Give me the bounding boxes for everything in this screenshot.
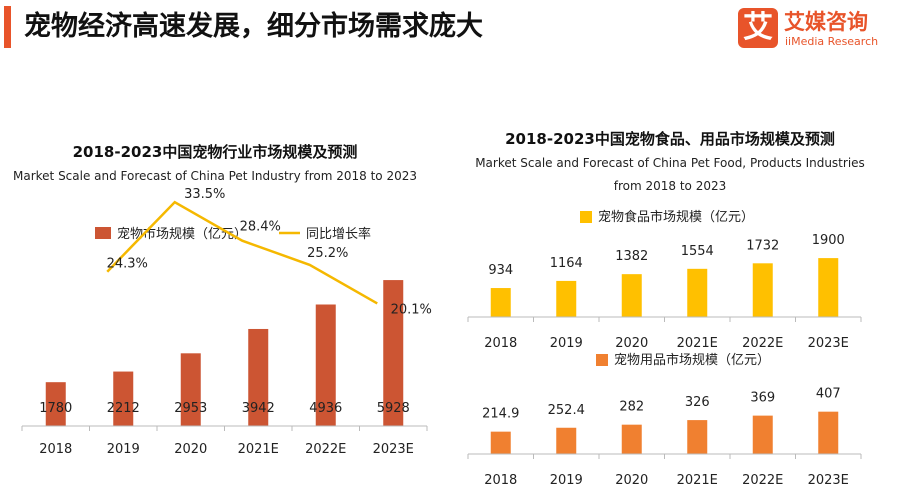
bar-products-4 [752,415,773,454]
logo-name-cn: 艾媒咨询 [784,10,868,34]
bar-market-scale-1 [113,371,134,426]
x-tick-label-food: 2023E [808,336,849,351]
line-value-label: 33.5% [184,187,225,202]
legend-label-growth-rate: 同比增长率 [306,226,371,242]
legend-swatch-products [596,354,608,366]
line-value-label: 28.4% [240,220,281,235]
x-tick-label: 2021E [238,442,279,457]
legend-label-food: 宠物食品市场规模（亿元） [598,209,754,225]
bar-food-3 [687,268,708,317]
bar-food-5 [818,258,839,317]
bar-market-scale-0 [45,382,66,426]
bar-products-3 [687,420,708,454]
x-tick-label-products: 2020 [615,473,648,488]
bar-value-label-products: 282 [619,400,644,415]
title-accent-bar [4,6,11,48]
bar-value-label-products: 252.4 [548,403,585,418]
x-tick-label-food: 2021E [677,336,718,351]
x-tick-label-products: 2022E [742,473,783,488]
line-value-label: 24.3% [107,257,148,272]
brand-logo: 艾 艾媒咨询 iiMedia Research [738,6,898,56]
legend-label-products: 宠物用品市场规模（亿元） [614,352,770,368]
x-tick-label: 2022E [305,442,346,457]
bar-value-label: 2212 [107,401,140,416]
bar-value-label-products: 369 [750,391,775,406]
x-tick-label-food: 2019 [550,336,583,351]
x-tick-label-food: 2020 [615,336,648,351]
x-tick-label-products: 2019 [550,473,583,488]
x-tick-label: 2019 [107,442,140,457]
line-value-label: 20.1% [391,302,432,317]
bar-value-label-products: 214.9 [482,407,519,422]
bar-products-1 [556,427,577,454]
bar-value-label-products: 326 [685,395,710,410]
x-tick-label: 2018 [39,442,72,457]
bar-food-2 [621,274,642,317]
right-chart-title: 2018-2023中国宠物食品、用品市场规模及预测 [505,130,835,148]
x-tick-label: 2020 [174,442,207,457]
logo-mark-icon: 艾 [738,8,778,48]
bar-market-scale-2 [180,353,201,426]
x-tick-label-products: 2021E [677,473,718,488]
right-chart-subtitle-2: from 2018 to 2023 [613,179,727,193]
left-chart-title: 2018-2023中国宠物行业市场规模及预测 [72,143,358,161]
bar-value-label-food: 1732 [746,238,779,253]
x-tick-label-food: 2022E [742,336,783,351]
series-line-growth-rate [106,200,378,305]
bar-market-scale-5 [383,280,404,426]
left-chart-subtitle: Market Scale and Forecast of China Pet I… [13,169,417,183]
bar-food-0 [490,288,511,317]
right-chart-subtitle: Market Scale and Forecast of China Pet F… [475,156,865,170]
bar-value-label: 1780 [39,401,72,416]
bar-value-label: 2953 [174,401,207,416]
x-tick-label-products: 2018 [484,473,517,488]
bar-value-label-food: 1382 [615,249,648,264]
legend-swatch-food [580,211,592,223]
bar-products-5 [818,411,839,454]
logo-name-en: iiMedia Research [785,35,879,48]
x-tick-label: 2023E [373,442,414,457]
bar-value-label-food: 1164 [550,256,583,271]
bar-value-label: 4936 [309,401,342,416]
bar-food-1 [556,280,577,317]
bar-market-scale-3 [248,328,269,426]
page-title: 宠物经济高速发展，细分市场需求庞大 [24,11,483,42]
bar-value-label: 5928 [377,401,410,416]
bar-products-0 [490,431,511,454]
bar-products-2 [621,424,642,454]
bar-value-label-food: 1900 [812,233,845,248]
bar-value-label-products: 407 [816,387,841,402]
legend-label-market-scale: 宠物市场规模（亿元） [117,226,247,242]
bar-market-scale-4 [315,304,336,426]
x-tick-label-products: 2023E [808,473,849,488]
bar-value-label-food: 1554 [681,244,714,259]
line-value-label: 25.2% [307,246,348,261]
x-tick-label-food: 2018 [484,336,517,351]
legend-swatch-market-scale [95,227,111,239]
bar-value-label-food: 934 [488,263,513,278]
bar-value-label: 3942 [242,401,275,416]
bar-food-4 [752,263,773,317]
